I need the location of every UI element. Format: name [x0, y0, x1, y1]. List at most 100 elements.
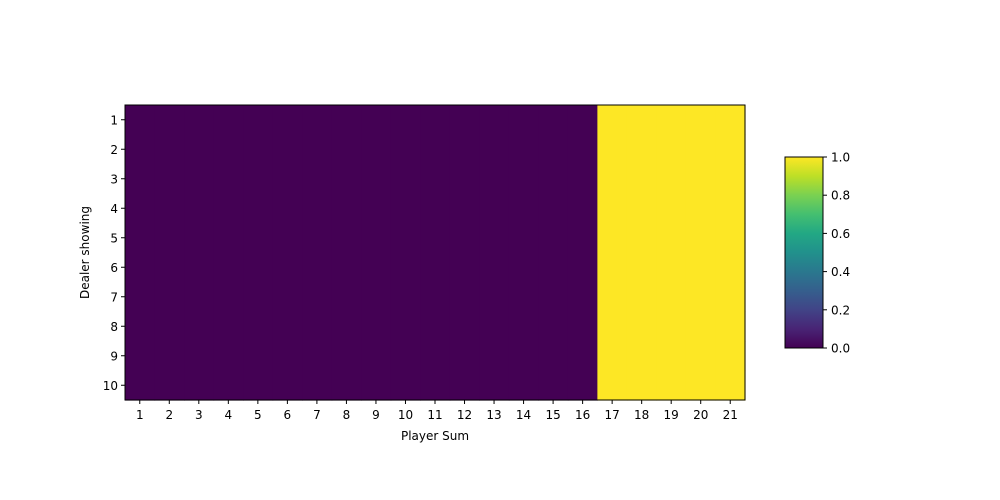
heatmap-cell [567, 341, 598, 372]
heatmap-cell [154, 311, 185, 342]
heatmap-cell [331, 105, 362, 136]
heatmap-cell [538, 252, 569, 283]
x-tick-label: 1 [136, 408, 144, 422]
heatmap-cell [685, 370, 717, 401]
y-tick-label: 4 [110, 202, 118, 216]
heatmap-cell [656, 252, 687, 283]
heatmap-cell [567, 282, 598, 313]
heatmap-cell [184, 341, 215, 372]
heatmap-cell [154, 341, 185, 372]
heatmap-cell [361, 193, 392, 224]
heatmap-cell [331, 223, 362, 254]
heatmap-cell [538, 223, 569, 254]
y-tick-label: 2 [110, 143, 118, 157]
y-tick-label: 6 [110, 261, 118, 275]
heatmap-cell [656, 164, 687, 195]
heatmap-cell [184, 223, 215, 254]
y-tick-label: 10 [103, 379, 118, 393]
heatmap-cell [302, 311, 333, 342]
heatmap-cell [125, 105, 156, 136]
heatmap-cell [479, 252, 510, 283]
heatmap-cell [508, 105, 539, 136]
heatmap-cell [449, 282, 480, 313]
heatmap-cell [715, 282, 746, 313]
heatmap-cell [243, 252, 274, 283]
heatmap-cell [715, 105, 746, 136]
heatmap-cell [420, 134, 451, 165]
heatmap-cell [184, 252, 215, 283]
heatmap-cell [597, 341, 628, 372]
heatmap-cell [538, 105, 569, 136]
heatmap-cell [390, 370, 421, 401]
heatmap-cell [715, 134, 746, 165]
heatmap-cell [302, 105, 333, 136]
heatmap-cell [715, 341, 746, 372]
heatmap-cell [597, 370, 628, 401]
heatmap-cell [597, 193, 628, 224]
heatmap-cell [420, 311, 451, 342]
colorbar-ticks: 0.0 0.2 0.4 0.6 0.8 1.0 [823, 151, 850, 356]
heatmap-cell [597, 164, 628, 195]
heatmap-cell [508, 223, 539, 254]
heatmap-cell [184, 282, 215, 313]
heatmap-cell [125, 282, 156, 313]
colorbar-tick-label: 0.2 [831, 303, 850, 317]
heatmap-cell [626, 282, 658, 313]
heatmap-cell [361, 370, 392, 401]
heatmap-cell [272, 282, 303, 313]
y-tick-label: 9 [110, 349, 118, 363]
heatmap-cell [331, 282, 362, 313]
x-tick-label: 13 [486, 408, 501, 422]
heatmap-cell [508, 134, 539, 165]
heatmap-cell [184, 134, 215, 165]
heatmap-cell [213, 370, 244, 401]
heatmap-cell [154, 370, 185, 401]
heatmap-cell [567, 311, 598, 342]
heatmap-cell [479, 105, 510, 136]
heatmap-cell [390, 105, 421, 136]
heatmap-cell [390, 282, 421, 313]
heatmap-cell [213, 193, 244, 224]
x-tick-label: 3 [195, 408, 203, 422]
heatmap-cell [272, 193, 303, 224]
heatmap-cell [361, 341, 392, 372]
x-tick-label: 11 [427, 408, 442, 422]
heatmap-cell [715, 311, 746, 342]
heatmap-cell [626, 223, 658, 254]
x-axis-ticks: 1 2 3 4 5 6 7 8 9 10 11 12 13 14 15 16 17 18 19 20 21 [136, 400, 738, 422]
heatmap-cell [656, 311, 687, 342]
heatmap-cell [243, 105, 274, 136]
heatmap-cell [154, 223, 185, 254]
heatmap-cell [125, 134, 156, 165]
heatmap-cell [390, 164, 421, 195]
heatmap-cell [567, 193, 598, 224]
x-tick-label: 5 [254, 408, 262, 422]
heatmap-cell [243, 134, 274, 165]
heatmap-cell [184, 311, 215, 342]
heatmap-cell [272, 341, 303, 372]
x-tick-label: 7 [313, 408, 321, 422]
heatmap-cell [538, 282, 569, 313]
heatmap-cell [626, 370, 658, 401]
heatmap-cell [656, 341, 687, 372]
x-tick-label: 15 [545, 408, 560, 422]
heatmap-cell [272, 223, 303, 254]
heatmap-cell [538, 341, 569, 372]
heatmap-cell [243, 370, 274, 401]
heatmap-cell [626, 341, 658, 372]
heatmap-cell [125, 223, 156, 254]
x-tick-label: 6 [284, 408, 292, 422]
heatmap-cell [125, 164, 156, 195]
heatmap-cell [331, 164, 362, 195]
heatmap-cell [420, 370, 451, 401]
heatmap-cell [479, 134, 510, 165]
heatmap-cell [656, 193, 687, 224]
heatmap-cell [243, 164, 274, 195]
heatmap-cell [626, 252, 658, 283]
heatmap-cell [213, 311, 244, 342]
heatmap-cell [302, 164, 333, 195]
heatmap-cell [331, 134, 362, 165]
heatmap-cell [715, 193, 746, 224]
heatmap-cell [154, 252, 185, 283]
